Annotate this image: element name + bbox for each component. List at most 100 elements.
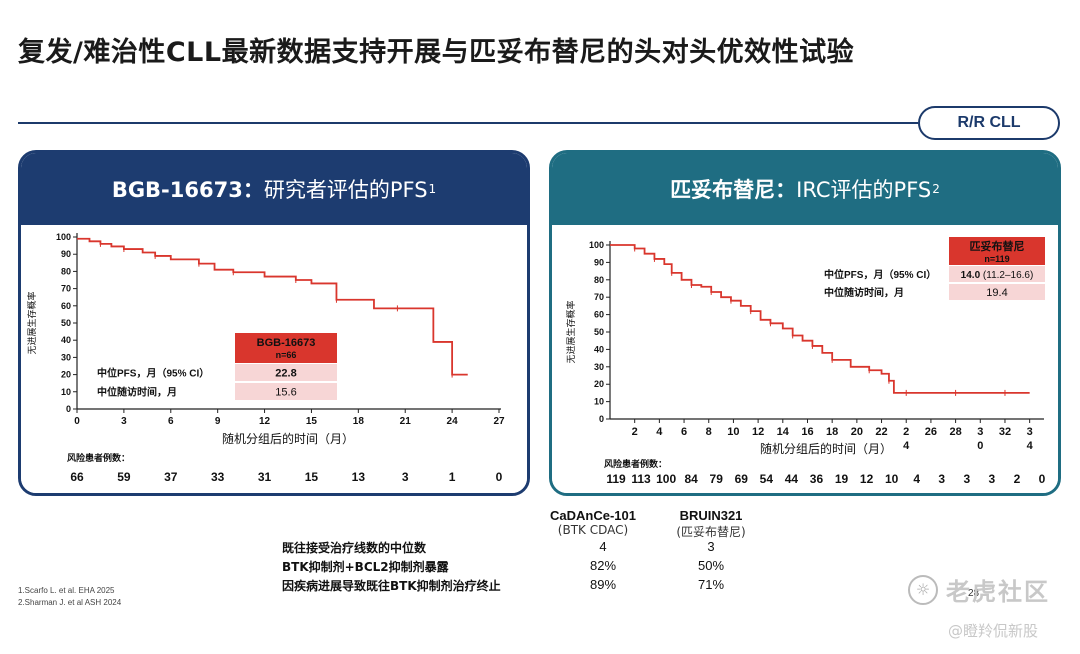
x-tick-label: 20 <box>851 426 863 438</box>
risk-count: 66 <box>70 470 84 484</box>
y-tick-label: 80 <box>594 275 604 285</box>
page-title: 复发/难治性CLL最新数据支持开展与匹妥布替尼的头对头优效性试验 <box>18 37 855 68</box>
comparison-col-sub: (匹妥布替尼) <box>676 525 746 539</box>
inset-row-bg <box>949 284 1045 300</box>
x-tick-label: 15 <box>306 416 318 427</box>
x-tick-label: 4 <box>656 426 663 438</box>
x-tick-label-line2: 4 <box>903 440 910 452</box>
comparison-row-label: 因疾病进展导致既往BTK抑制剂治疗终止 <box>282 579 501 593</box>
km-survival-curve <box>610 244 1030 394</box>
inset-header-n: n=66 <box>276 350 297 360</box>
y-tick-label: 0 <box>66 404 71 414</box>
x-tick-label: 2 <box>903 426 909 438</box>
tiger-logo-icon: ☼ <box>908 574 938 605</box>
risk-count: 0 <box>496 470 503 484</box>
y-tick-label: 50 <box>61 318 71 328</box>
x-tick-label: 14 <box>777 426 790 438</box>
comparison-cell: 4 <box>599 539 607 554</box>
y-tick-label: 10 <box>61 387 71 397</box>
comparison-cell: 3 <box>707 539 715 554</box>
comparison-cell: 50% <box>697 558 725 573</box>
reference-1: 1.Scarfo L. et al. EHA 2025 <box>18 586 115 595</box>
page-number: 28 <box>968 588 980 599</box>
inset-row-bg <box>235 383 337 400</box>
risk-count: 13 <box>352 470 366 484</box>
risk-count: 37 <box>164 470 178 484</box>
watermark-logo: ☼ 老虎社区 <box>908 572 1050 607</box>
x-tick-label: 3 <box>1027 426 1033 438</box>
y-tick-label: 30 <box>61 352 71 362</box>
y-tick-label: 40 <box>594 344 604 354</box>
risk-count: 10 <box>885 472 899 486</box>
left-panel-ref-superscript: 1 <box>428 182 437 196</box>
y-axis-label: 无进展生存概率 <box>565 300 576 363</box>
y-tick-label: 10 <box>594 397 604 407</box>
comparison-cell: 89% <box>589 577 617 592</box>
left-km-panel: BGB-16673： 研究者评估的PFS 1 0 10 20 30 40 50 60 70 80… <box>18 150 530 496</box>
risk-count: 0 <box>1039 472 1046 486</box>
x-tick-label: 22 <box>875 426 887 438</box>
y-tick-label: 60 <box>61 301 71 311</box>
left-panel-title-drug: BGB-16673： <box>111 178 264 202</box>
risk-count: 54 <box>760 472 774 486</box>
title-divider <box>18 122 918 124</box>
risk-count: 100 <box>656 472 676 486</box>
left-panel-header: BGB-16673： 研究者评估的PFS 1 <box>21 153 527 225</box>
risk-count: 2 <box>1014 472 1021 486</box>
inset-row-label: 中位PFS，月（95% CI） <box>824 268 936 281</box>
comparison-row-label: 既往接受治疗线数的中位数 <box>282 541 427 555</box>
x-tick-label: 24 <box>447 416 459 427</box>
inset-ci-value: (11.2–16.6) <box>983 270 1033 281</box>
inset-header-n: n=119 <box>984 254 1009 264</box>
right-panel-title-text: IRC评估的PFS <box>796 178 932 202</box>
risk-count: 12 <box>860 472 874 486</box>
y-tick-label: 20 <box>594 379 604 389</box>
x-tick-label: 27 <box>493 416 505 427</box>
risk-count: 31 <box>258 470 272 484</box>
x-tick-label: 6 <box>681 426 687 438</box>
right-panel-title-drug: 匹妥布替尼： <box>670 178 797 202</box>
risk-count: 1 <box>449 470 456 484</box>
inset-row-bg <box>949 266 1045 282</box>
x-axis-label: 随机分组后的时间（月） <box>760 441 892 456</box>
inset-row-label: 中位PFS，月（95% CI） <box>97 367 209 380</box>
y-tick-label: 30 <box>594 362 604 372</box>
inset-header-bg <box>235 333 337 363</box>
risk-count: 33 <box>211 470 225 484</box>
x-tick-label: 32 <box>999 426 1011 438</box>
comparison-col-name: BRUIN321 <box>679 508 743 523</box>
y-tick-label: 80 <box>61 266 71 276</box>
y-axis-label: 无进展生存概率 <box>26 291 37 354</box>
risk-count: 3 <box>402 470 409 484</box>
risk-count: 15 <box>305 470 319 484</box>
inset-row-value: 22.8 <box>275 368 296 380</box>
risk-count: 69 <box>735 472 749 486</box>
inset-median-value: 14.0 <box>961 270 983 281</box>
risk-count: 3 <box>989 472 996 486</box>
watermark-handle: @瞪羚侃新股 <box>948 622 1039 640</box>
reference-2: 2.Sharman J. et al ASH 2024 <box>18 598 122 607</box>
risk-table-label: 风险患者例数： <box>67 452 130 463</box>
inset-row-value: 14.0 (11.2–16.6) <box>961 270 1034 281</box>
risk-count: 79 <box>710 472 724 486</box>
comparison-cell: 71% <box>697 577 725 592</box>
risk-count: 19 <box>835 472 849 486</box>
x-tick-label: 8 <box>706 426 712 438</box>
x-tick-label: 2 <box>632 426 638 438</box>
risk-table-label: 风险患者例数： <box>604 458 667 469</box>
right-panel-ref-superscript: 2 <box>932 182 940 196</box>
inset-row-label: 中位随访时间，月 <box>824 286 904 299</box>
y-tick-label: 70 <box>594 292 604 302</box>
x-axis-label: 随机分组后的时间（月） <box>222 431 354 446</box>
risk-count: 119 <box>606 472 626 486</box>
inset-header-bg <box>949 237 1045 265</box>
x-tick-label: 18 <box>353 416 365 427</box>
km-survival-curve <box>77 237 468 376</box>
comparison-col-name: CaDAnCe-101 <box>550 508 636 523</box>
inset-row-value: 19.4 <box>986 287 1007 299</box>
inset-row-label: 中位随访时间，月 <box>97 386 177 399</box>
y-tick-label: 90 <box>61 249 71 259</box>
x-tick-label: 6 <box>168 416 174 427</box>
comparison-row-label: BTK抑制剂+BCL2抑制剂暴露 <box>282 560 449 574</box>
